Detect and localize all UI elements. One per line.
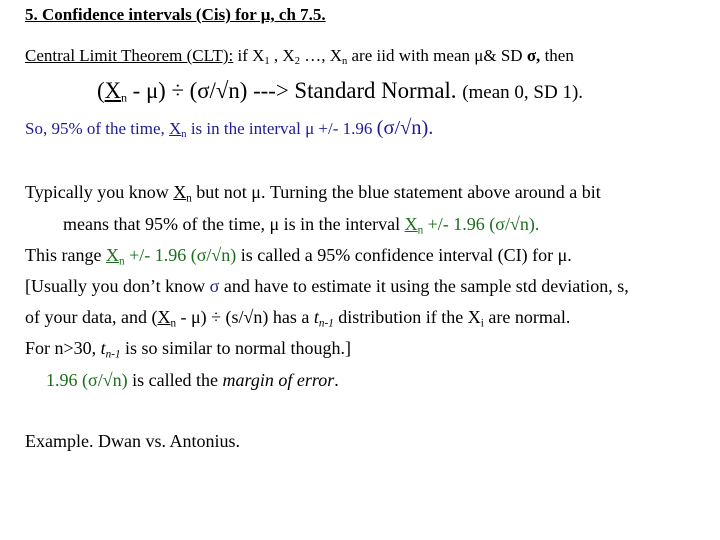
clt-formula-segment: X (104, 78, 122, 103)
clt-statement: Central Limit Theorem (CLT): if X1 , X2 … (25, 47, 574, 68)
data-line: of your data, and (Xn - μ) ÷ (s/√n) has … (25, 308, 570, 330)
usually-line: [Usually you don’t know σ and have to es… (25, 277, 629, 295)
example-line-segment: Example. Dwan vs. Antonius. (25, 431, 240, 451)
means-line-segment: +/- 1.96 (σ/√n). (423, 214, 540, 234)
clt-formula-segment: (mean 0, SD 1). (462, 82, 584, 103)
usually-line-segment: and have to estimate it using the sample… (219, 276, 629, 296)
range-line-segment: is called a 95% confidence interval (CI)… (236, 245, 572, 265)
range-line-segment: +/- 1.96 (σ/√n) (124, 245, 237, 265)
slide-title: 5. Confidence intervals (Cis) for μ, ch … (25, 6, 326, 23)
blue-statement: So, 95% of the time, Xn is in the interv… (25, 118, 433, 141)
margin-line-segment: . (334, 370, 339, 390)
clt-statement-segment: are iid with mean μ& SD (347, 46, 527, 65)
slide-title-segment: 5. Confidence intervals (Cis) for μ, ch … (25, 5, 326, 24)
clt-statement-segment: 2 (294, 56, 300, 68)
data-line-segment: distribution if the X (333, 307, 481, 327)
n30-line-segment: is so similar to normal though.] (120, 338, 352, 358)
data-line-segment: i (480, 317, 484, 330)
n30-line-segment: n-1 (105, 348, 121, 361)
range-line: This range Xn +/- 1.96 (σ/√n) is called … (25, 246, 572, 268)
clt-statement-segment: …, X (299, 46, 342, 65)
means-line-segment: means that 95% of the time, μ is in the … (63, 214, 405, 234)
range-line-segment: This range (25, 245, 106, 265)
usually-line-segment: [Usually you don’t know (25, 276, 210, 296)
clt-statement-segment: n (341, 56, 348, 68)
clt-formula-segment: - μ) ÷ (σ/√n) ---> Standard Normal. (126, 78, 463, 103)
clt-statement-segment: Central Limit Theorem (CLT): (25, 46, 234, 65)
n30-line-segment: t (100, 338, 106, 358)
margin-line-segment: is called the (127, 370, 223, 390)
data-line-segment: of your data, and ( (25, 307, 158, 327)
typically-line-segment: n (186, 192, 192, 205)
means-line: means that 95% of the time, μ is in the … (63, 215, 539, 237)
example-line: Example. Dwan vs. Antonius. (25, 432, 240, 450)
clt-formula-segment: n (121, 91, 127, 105)
blue-statement-segment: is in the interval μ +/- 1.96 (186, 119, 377, 138)
typically-line-segment: Typically you know (25, 182, 174, 202)
data-line-segment: n (170, 317, 177, 330)
n30-line-segment: For n>30, (25, 338, 101, 358)
blue-statement-segment: X (169, 119, 182, 138)
blue-statement-segment: (σ/√n). (376, 117, 434, 139)
blue-statement-segment: n (181, 129, 187, 141)
clt-formula-segment: ( (97, 78, 105, 103)
clt-formula: (Xn - μ) ÷ (σ/√n) ---> Standard Normal. … (97, 78, 584, 105)
data-line-segment: X (157, 307, 171, 327)
data-line-segment: n-1 (318, 317, 334, 330)
typically-line-segment: but not μ. Turning the blue statement ab… (191, 182, 601, 202)
n30-line: For n>30, tn-1 is so similar to normal t… (25, 339, 351, 361)
data-line-segment: - μ) ÷ (s/√n) has a (176, 307, 314, 327)
clt-statement-segment: if X (233, 46, 265, 65)
range-line-segment: n (118, 255, 125, 268)
clt-statement-segment: then (540, 46, 574, 65)
range-line-segment: X (105, 245, 119, 265)
blue-statement-segment: So, 95% of the time, (25, 119, 170, 138)
means-line-segment: X (404, 214, 418, 234)
clt-statement-segment: σ, (526, 46, 541, 65)
typically-line-segment: X (173, 182, 187, 202)
usually-line-segment: σ (209, 276, 220, 296)
clt-statement-segment: 1 (264, 56, 270, 68)
margin-line: 1.96 (σ/√n) is called the margin of erro… (46, 371, 339, 389)
margin-line-segment: margin of error (222, 370, 335, 390)
means-line-segment: n (417, 224, 424, 237)
data-line-segment: are normal. (483, 307, 571, 327)
typically-line: Typically you know Xn but not μ. Turning… (25, 183, 601, 205)
clt-statement-segment: , X (269, 46, 295, 65)
margin-line-segment: 1.96 (σ/√n) (46, 370, 128, 390)
data-line-segment: t (313, 307, 319, 327)
